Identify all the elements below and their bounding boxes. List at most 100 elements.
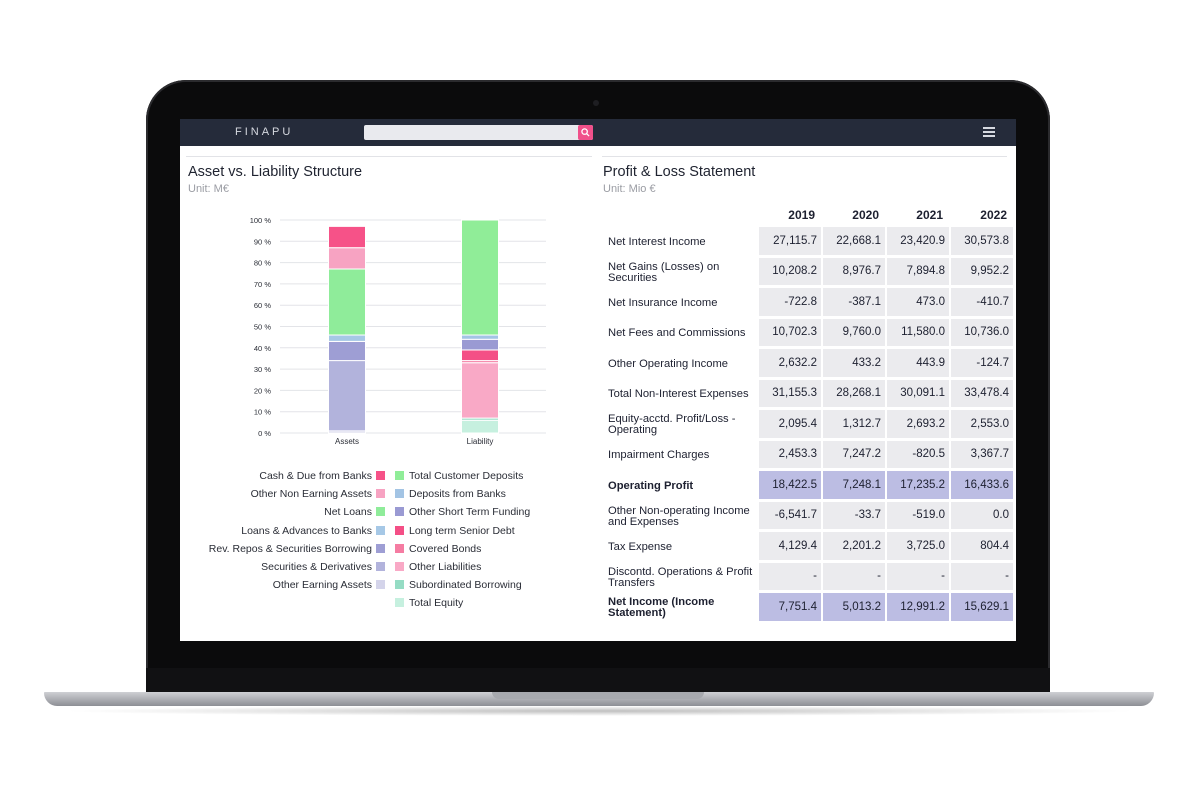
- value-cell: 16,433.6: [951, 471, 1013, 502]
- value-cell: 31,155.3: [759, 379, 821, 410]
- value-cell: 2,553.0: [951, 410, 1013, 441]
- table-row: Operating Profit 18,422.5 7,248.1 17,235.2 1…: [606, 471, 1013, 502]
- y-tick-label: 70 %: [254, 280, 271, 289]
- value-cell: 27,115.7: [759, 227, 821, 258]
- camera-dot: [593, 100, 599, 106]
- legend-label[interactable]: Loans & Advances to Banks: [241, 524, 372, 537]
- value-cell: 10,736.0: [951, 318, 1013, 349]
- value-cell: 3,367.7: [951, 440, 1013, 471]
- value-cell: 18,422.5: [759, 471, 821, 502]
- bar-segment: [328, 268, 366, 336]
- legend-swatch: [395, 562, 404, 571]
- y-tick-label: 10 %: [254, 408, 271, 417]
- y-tick-label: 80 %: [254, 259, 271, 268]
- y-tick-label: 30 %: [254, 365, 271, 374]
- legend-label[interactable]: Deposits from Banks: [409, 488, 506, 501]
- x-category-label: Assets: [335, 437, 359, 446]
- search-input[interactable]: [364, 125, 593, 140]
- value-cell: 443.9: [887, 349, 949, 380]
- bar-segment: [328, 360, 366, 432]
- bar-segment: [461, 338, 499, 351]
- value-cell: 12,991.2: [887, 593, 949, 624]
- value-cell: 33,478.4: [951, 379, 1013, 410]
- value-cell: 7,751.4: [759, 593, 821, 624]
- value-cell: 2,201.2: [823, 532, 885, 563]
- legend-label[interactable]: Covered Bonds: [409, 542, 482, 555]
- bar-segment: [461, 419, 499, 434]
- table-row: Net Insurance Income -722.8 -387.1 473.0 -41…: [606, 288, 1013, 319]
- bar-segment: [328, 340, 366, 362]
- left-panel-divider: [186, 156, 592, 157]
- legend-label[interactable]: Long term Senior Debt: [409, 524, 515, 537]
- app-screen: FINAPU Asset vs. Liability Structure Uni…: [180, 119, 1016, 641]
- legend-swatch: [376, 525, 385, 535]
- value-cell: 11,580.0: [887, 318, 949, 349]
- laptop-notch: [492, 692, 704, 699]
- row-label: Net Insurance Income: [608, 296, 718, 309]
- legend-label[interactable]: Other Short Term Funding: [409, 506, 531, 519]
- y-tick-label: 60 %: [254, 301, 271, 310]
- y-tick-label: 50 %: [254, 323, 271, 332]
- year-header: 2022: [980, 208, 1007, 222]
- hamburger-icon[interactable]: [983, 127, 995, 137]
- table-row: Net Gains (Losses) on Securities 10,208.2…: [606, 257, 1013, 288]
- legend-label[interactable]: Other Non Earning Assets: [250, 488, 372, 501]
- bar-segment: [461, 349, 499, 362]
- bar-segment: [461, 219, 499, 336]
- legend-swatch: [376, 543, 385, 553]
- bar-segment: [328, 334, 366, 342]
- legend-swatch: [395, 489, 404, 499]
- value-cell: 9,952.2: [951, 257, 1013, 288]
- value-cell: -: [951, 562, 1013, 593]
- value-cell: 28,268.1: [823, 379, 885, 410]
- value-cell: 4,129.4: [759, 532, 821, 563]
- value-cell: 22,668.1: [823, 227, 885, 258]
- value-cell: 23,420.9: [887, 227, 949, 258]
- y-tick-label: 40 %: [254, 344, 271, 353]
- value-cell: 2,095.4: [759, 410, 821, 441]
- legend-label[interactable]: Net Loans: [324, 506, 372, 519]
- value-cell: 473.0: [887, 288, 949, 319]
- legend-label[interactable]: Total Customer Deposits: [409, 470, 524, 482]
- legend-label[interactable]: Securities & Derivatives: [261, 561, 372, 573]
- table-row: Other Non-operating Income and Expenses -…: [606, 501, 1013, 532]
- value-cell: -410.7: [951, 288, 1013, 319]
- brand-logo[interactable]: FINAPU: [235, 126, 294, 138]
- pl-unit: Unit: Mio €: [603, 183, 656, 195]
- table-row: Net Interest Income 27,115.7 22,668.1 23,42…: [606, 227, 1013, 258]
- legend-label[interactable]: Rev. Repos & Securities Borrowing: [208, 542, 372, 555]
- y-tick-label: 0 %: [258, 429, 271, 438]
- legend-label[interactable]: Other Earning Assets: [272, 579, 372, 592]
- pl-table: 2019 2020 2021 2022 Net Interest Income 2…: [604, 203, 1015, 624]
- value-cell: -519.0: [887, 501, 949, 532]
- row-label: Net Income (Income Statement): [608, 596, 715, 620]
- value-cell: -: [823, 562, 885, 593]
- legend-label[interactable]: Cash & Due from Banks: [259, 470, 372, 482]
- search-button[interactable]: [578, 125, 593, 140]
- asset-liability-title: Asset vs. Liability Structure: [188, 164, 363, 180]
- y-tick-label: 20 %: [254, 386, 271, 395]
- legend-swatch: [395, 471, 404, 480]
- legend-swatch: [395, 507, 404, 517]
- legend-label[interactable]: Other Liabilities: [409, 561, 482, 573]
- row-label: Discontd. Operations & Profit Transfers: [608, 565, 753, 589]
- value-cell: 10,208.2: [759, 257, 821, 288]
- value-cell: 804.4: [951, 532, 1013, 563]
- legend-swatch: [395, 598, 404, 608]
- laptop-chin: [146, 668, 1050, 694]
- value-cell: 7,247.2: [823, 440, 885, 471]
- value-cell: -33.7: [823, 501, 885, 532]
- value-cell: 0.0: [951, 501, 1013, 532]
- pl-table-body: Net Interest Income 27,115.7 22,668.1 23,42…: [606, 227, 1013, 624]
- row-label: Other Operating Income: [608, 357, 729, 370]
- row-label: Net Gains (Losses) on Securities: [608, 260, 720, 284]
- y-tick-label: 100 %: [250, 216, 272, 225]
- year-header: 2020: [852, 208, 879, 222]
- pl-header-row: 2019 2020 2021 2022: [606, 203, 1013, 227]
- magnifier-icon: [581, 128, 590, 137]
- value-cell: 5,013.2: [823, 593, 885, 624]
- legend-label[interactable]: Total Equity: [409, 597, 464, 610]
- laptop-shadow: [60, 706, 1140, 716]
- legend-label[interactable]: Subordinated Borrowing: [409, 579, 522, 592]
- legend-swatch: [376, 580, 385, 590]
